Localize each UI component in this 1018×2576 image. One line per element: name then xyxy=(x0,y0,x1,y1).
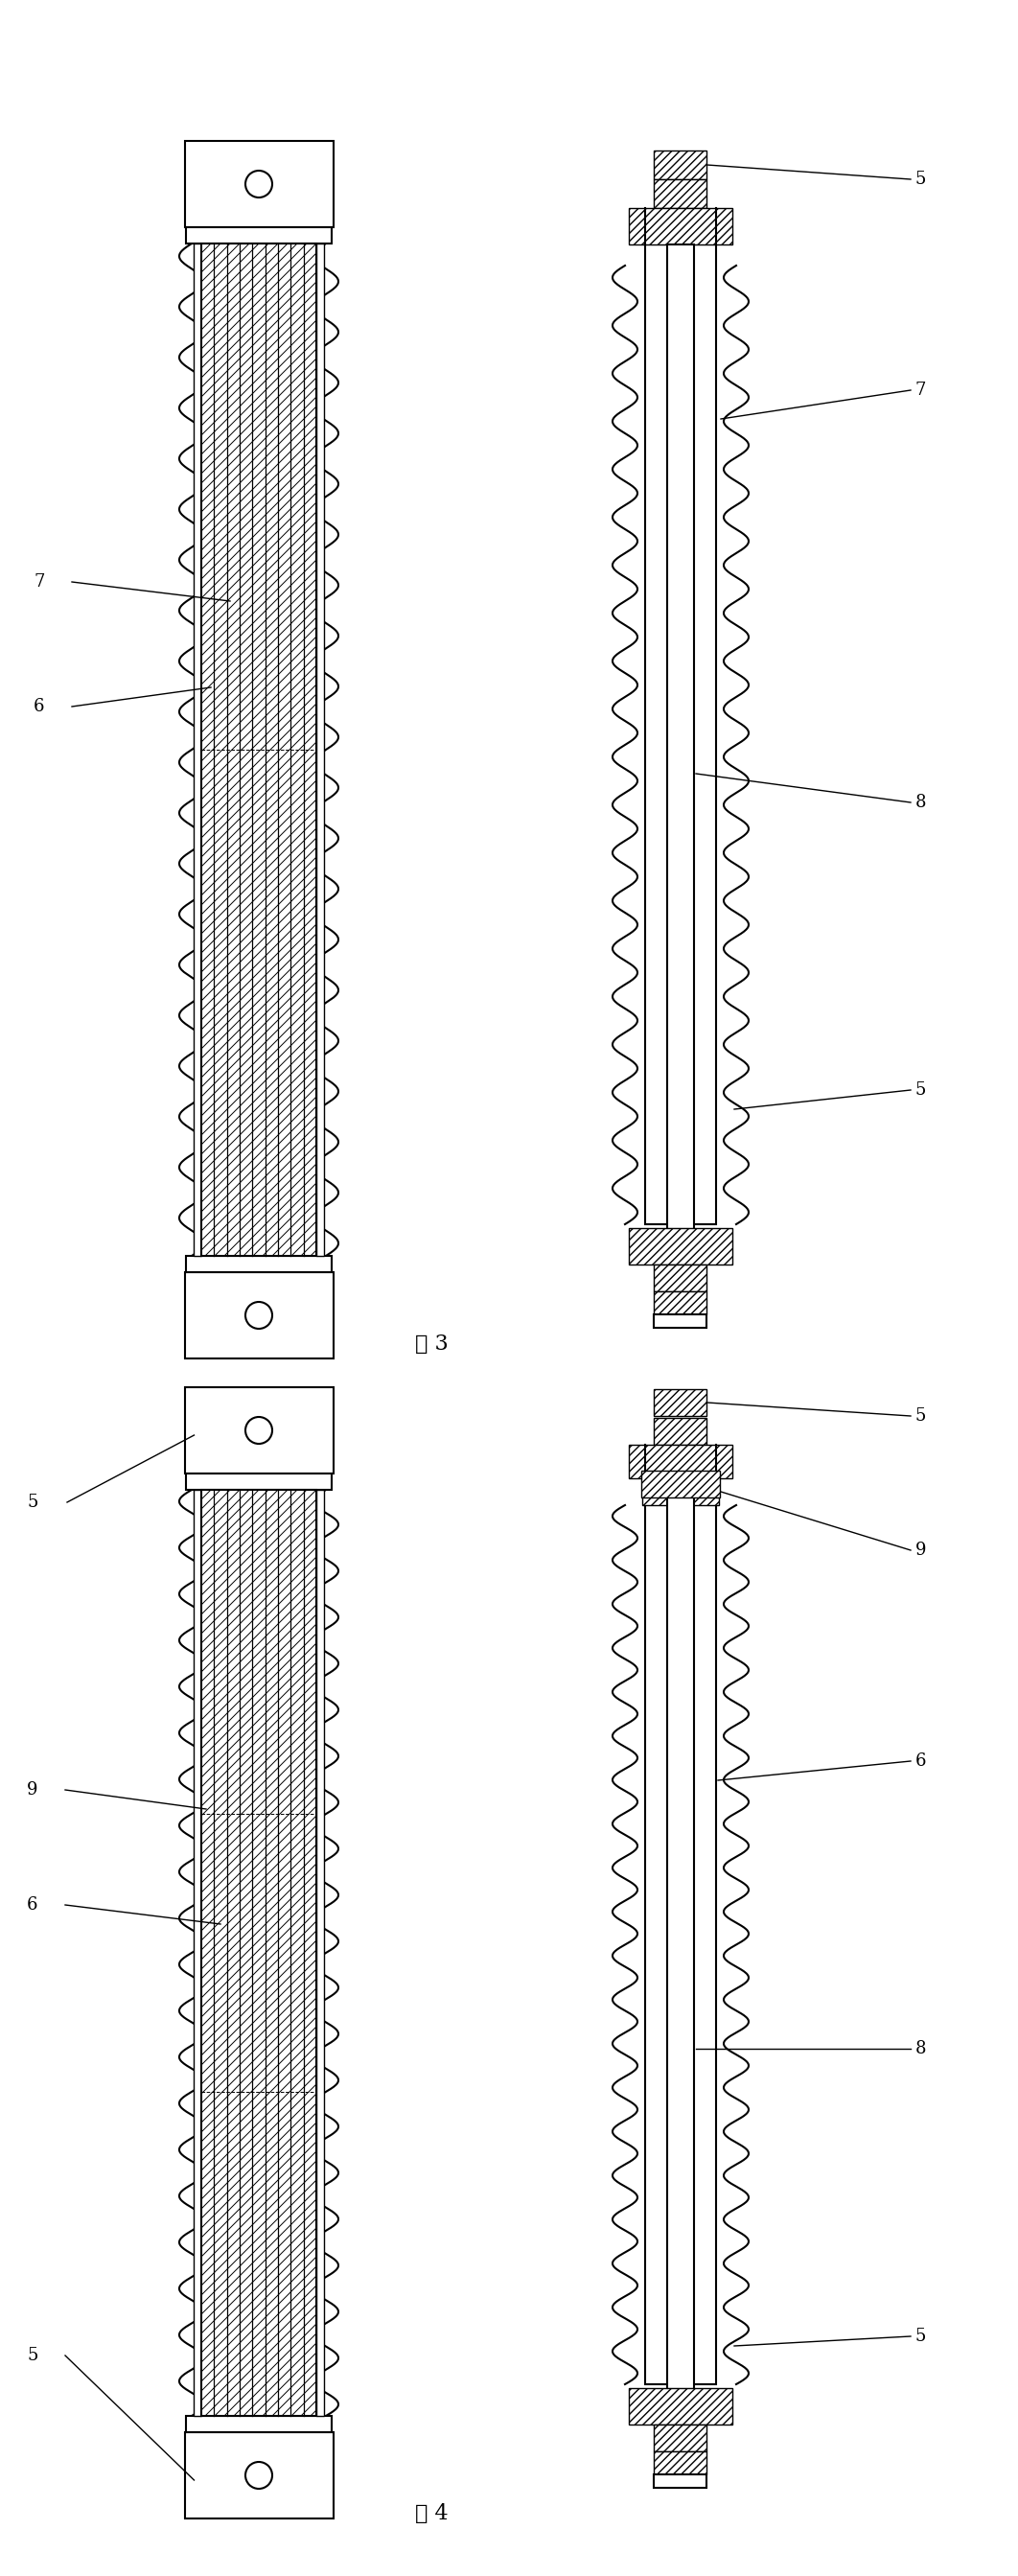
Bar xyxy=(655,2424,706,2452)
Bar xyxy=(202,245,317,1257)
Text: 5: 5 xyxy=(915,170,926,188)
Bar xyxy=(629,2388,732,2424)
Bar xyxy=(655,2452,706,2476)
Bar xyxy=(655,1417,706,1445)
Bar xyxy=(186,1257,332,1273)
Text: 9: 9 xyxy=(915,1540,926,1558)
Bar xyxy=(202,1489,317,2416)
Bar xyxy=(655,180,706,209)
Bar xyxy=(317,245,324,1257)
Bar xyxy=(184,1388,333,1473)
Text: 8: 8 xyxy=(915,793,926,811)
Bar xyxy=(184,2432,333,2519)
Bar xyxy=(645,1479,716,2385)
Bar xyxy=(652,245,710,265)
Bar xyxy=(193,245,202,1257)
Bar xyxy=(655,1291,706,1314)
Text: 5: 5 xyxy=(915,1082,926,1097)
Bar xyxy=(629,1445,732,1479)
Bar xyxy=(317,1489,324,2416)
Bar xyxy=(655,2476,706,2488)
Text: 6: 6 xyxy=(26,1896,38,1914)
Text: 图 3: 图 3 xyxy=(414,1334,448,1355)
Bar xyxy=(202,245,317,1257)
Bar xyxy=(667,1473,694,2388)
Text: 7: 7 xyxy=(915,381,926,399)
Bar xyxy=(655,1314,706,1327)
Bar xyxy=(186,2416,332,2432)
Bar xyxy=(202,1489,317,2416)
Text: 图 4: 图 4 xyxy=(414,2504,448,2524)
Bar xyxy=(193,1489,202,2416)
Bar xyxy=(642,1479,719,1504)
Text: 5: 5 xyxy=(915,2329,926,2344)
Bar xyxy=(645,245,716,1224)
Bar xyxy=(629,1229,732,1265)
Bar xyxy=(202,1489,317,2416)
Text: 6: 6 xyxy=(34,698,45,716)
Bar xyxy=(655,1388,706,1417)
Bar xyxy=(655,149,706,180)
Text: 9: 9 xyxy=(26,1780,38,1798)
Bar xyxy=(186,227,332,245)
Text: 5: 5 xyxy=(26,2347,38,2365)
Text: 5: 5 xyxy=(915,1406,926,1425)
Bar xyxy=(184,142,333,227)
Bar xyxy=(629,209,732,245)
Bar xyxy=(202,245,317,1257)
Bar xyxy=(186,1473,332,1489)
Text: 5: 5 xyxy=(26,1494,38,1512)
Bar xyxy=(667,245,694,1229)
Bar xyxy=(655,1265,706,1291)
Bar xyxy=(184,1273,333,1358)
Text: 6: 6 xyxy=(915,1752,926,1770)
Text: 8: 8 xyxy=(915,2040,926,2058)
Text: 7: 7 xyxy=(34,574,45,590)
Bar xyxy=(641,1471,720,1497)
